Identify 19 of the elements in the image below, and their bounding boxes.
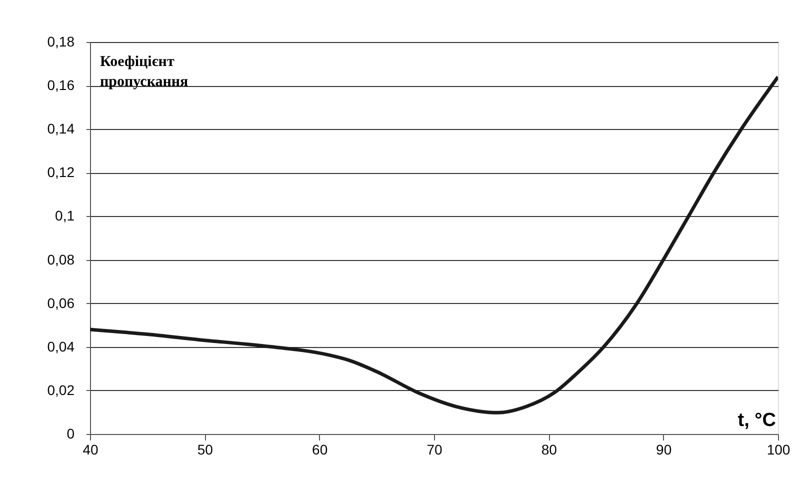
x-tick-label: 100 <box>766 442 790 458</box>
line-series <box>90 75 778 414</box>
x-tick-label: 50 <box>197 442 214 458</box>
y-tick-label: 0,06 <box>47 294 75 311</box>
x-tick-label: 60 <box>312 442 328 458</box>
y-tick-label: 0,16 <box>47 77 75 94</box>
y-tick-label: 0,08 <box>47 251 75 268</box>
y-tick-label: 0,18 <box>47 34 75 50</box>
x-axis-title: t, °C <box>738 410 776 431</box>
y-tick-label: 0 <box>66 426 75 442</box>
y-tick-label: 0,12 <box>47 164 75 180</box>
y-tick-label: 0,02 <box>47 382 75 398</box>
x-tick-label: 90 <box>656 442 672 458</box>
y-tick-label: 0,1 <box>55 208 75 224</box>
x-tick-label: 40 <box>82 442 98 458</box>
x-tick-label: 80 <box>541 442 558 458</box>
x-tick-label: 70 <box>426 442 442 458</box>
y-tick-label: 0,14 <box>47 120 75 137</box>
y-tick-label: 0,04 <box>47 338 75 354</box>
